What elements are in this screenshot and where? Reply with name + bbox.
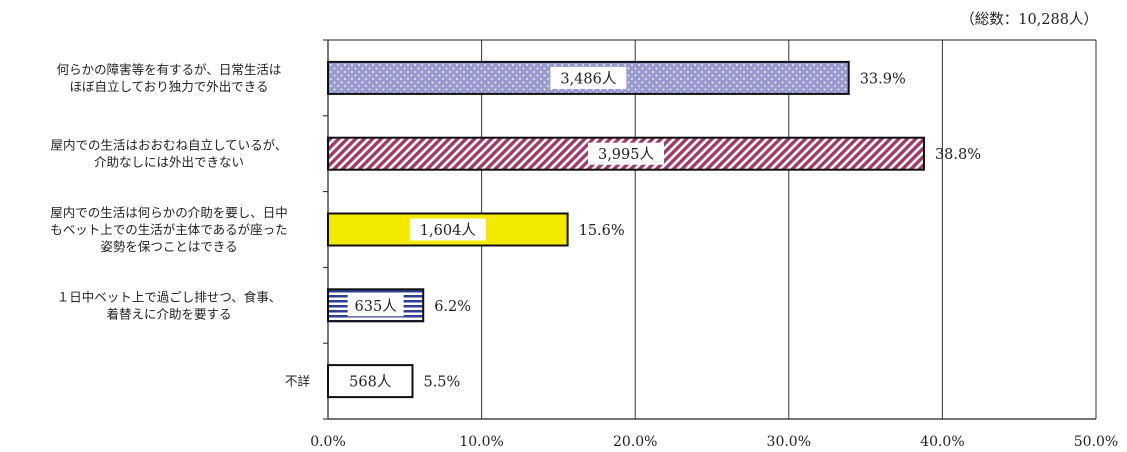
count-label: 1,604人: [420, 222, 476, 239]
value-label: 38.8%: [935, 147, 981, 163]
value-label: 5.5%: [423, 375, 460, 391]
count-label: 635人: [355, 298, 397, 315]
x-tick-label: 0.0%: [310, 434, 346, 450]
category-label-line: １日中ベット上で過ごし排せつ、食事、: [57, 289, 282, 304]
x-tick-label: 10.0%: [459, 434, 503, 450]
count-label-box: [587, 142, 664, 165]
category-label-line: 介助なしには外出できない: [94, 155, 244, 170]
total-count-note: （総数：10,288人）: [960, 11, 1098, 28]
category-label: 屋内での生活はおおむね自立しているが、介助なしには外出できない: [51, 138, 288, 170]
category-label: １日中ベット上で過ごし排せつ、食事、着替えに介助を要する: [57, 289, 282, 321]
category-label-line: 不詳: [285, 374, 310, 389]
category-label-line: 何らかの障害等を有するが、日常生活は: [57, 62, 282, 77]
x-tick-label: 40.0%: [920, 434, 964, 450]
category-label-line: 屋内での生活はおおむね自立しているが、: [51, 138, 288, 153]
count-label: 3,995人: [598, 146, 654, 163]
category-label: 屋内での生活は何らかの介助を要し、日中もベット上での生活が主体であるが座った姿勢…: [50, 205, 288, 254]
x-tick-label: 50.0%: [1074, 434, 1118, 450]
count-label-box: [409, 218, 486, 241]
value-label: 15.6%: [579, 223, 625, 239]
labels: 0.0% 10.0% 20.0% 30.0% 40.0% 50.0% 3,486人 33.9%…: [50, 62, 1118, 450]
grid-lines: [481, 40, 1097, 419]
category-label: 何らかの障害等を有するが、日常生活はほぼ自立しており独力で外出できる: [57, 62, 282, 94]
category-label-line: 屋内での生活は何らかの介助を要し、日中: [50, 205, 288, 220]
category-label-line: 着替えに介助を要する: [106, 306, 231, 321]
count-label-box: [342, 370, 399, 393]
count-label-box: [347, 294, 404, 317]
count-label: 3,486人: [560, 70, 616, 87]
x-tick-label: 20.0%: [613, 434, 657, 450]
category-label-line: もベット上での生活が主体であるが座った: [50, 222, 287, 237]
count-label-box: [550, 66, 627, 89]
bars: [327, 60, 925, 399]
value-label: 33.9%: [860, 71, 906, 87]
category-label-line: ほぼ自立しており独力で外出できる: [69, 79, 268, 94]
value-label: 6.2%: [434, 299, 471, 315]
x-tick-label: 30.0%: [767, 434, 811, 450]
category-label-line: 姿勢を保つことはできる: [100, 239, 237, 254]
count-label: 568人: [349, 374, 391, 391]
category-label: 不詳: [285, 374, 310, 389]
